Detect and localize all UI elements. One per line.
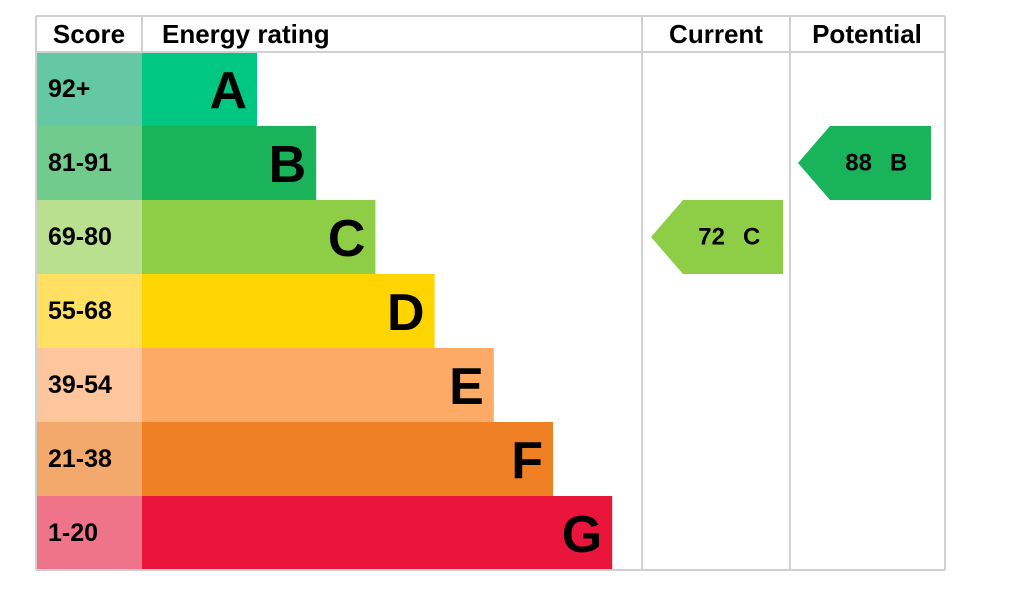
current-arrow — [651, 200, 783, 274]
rating-bar — [142, 126, 317, 200]
header-rating: Energy rating — [162, 19, 330, 49]
score-cell — [36, 348, 142, 422]
rating-letter: F — [511, 432, 543, 490]
rating-letter: C — [328, 210, 366, 268]
score-cell — [36, 496, 142, 570]
potential-arrow — [798, 126, 931, 200]
score-range: 21-38 — [48, 445, 112, 473]
score-cell — [36, 52, 142, 126]
rating-letter: A — [209, 62, 247, 120]
rating-bar — [142, 200, 376, 274]
rating-letter: B — [269, 136, 307, 194]
header-potential: Potential — [812, 19, 922, 49]
current-letter: C — [743, 224, 760, 251]
header: Score Energy rating Current Potential — [53, 19, 922, 49]
score-cell — [36, 126, 142, 200]
score-cell — [36, 200, 142, 274]
rating-bar — [142, 274, 435, 348]
current-score: 72 — [698, 224, 725, 251]
rating-letter: D — [387, 284, 425, 342]
score-range: 39-54 — [48, 371, 112, 399]
rating-bar — [142, 422, 553, 496]
rating-letter: G — [562, 506, 602, 564]
header-current: Current — [669, 19, 763, 49]
score-range: 81-91 — [48, 149, 112, 177]
score-range: 55-68 — [48, 297, 112, 325]
score-cell — [36, 274, 142, 348]
score-range: 92+ — [48, 75, 90, 103]
rating-bar — [142, 52, 257, 126]
score-range: 69-80 — [48, 223, 112, 251]
rating-letter: E — [449, 358, 484, 416]
score-range: 1-20 — [48, 519, 98, 547]
potential-score: 88 — [845, 150, 872, 177]
header-score: Score — [53, 19, 125, 49]
score-cell — [36, 422, 142, 496]
rating-bar — [142, 496, 613, 570]
rating-bar — [142, 348, 494, 422]
potential-letter: B — [890, 150, 907, 177]
